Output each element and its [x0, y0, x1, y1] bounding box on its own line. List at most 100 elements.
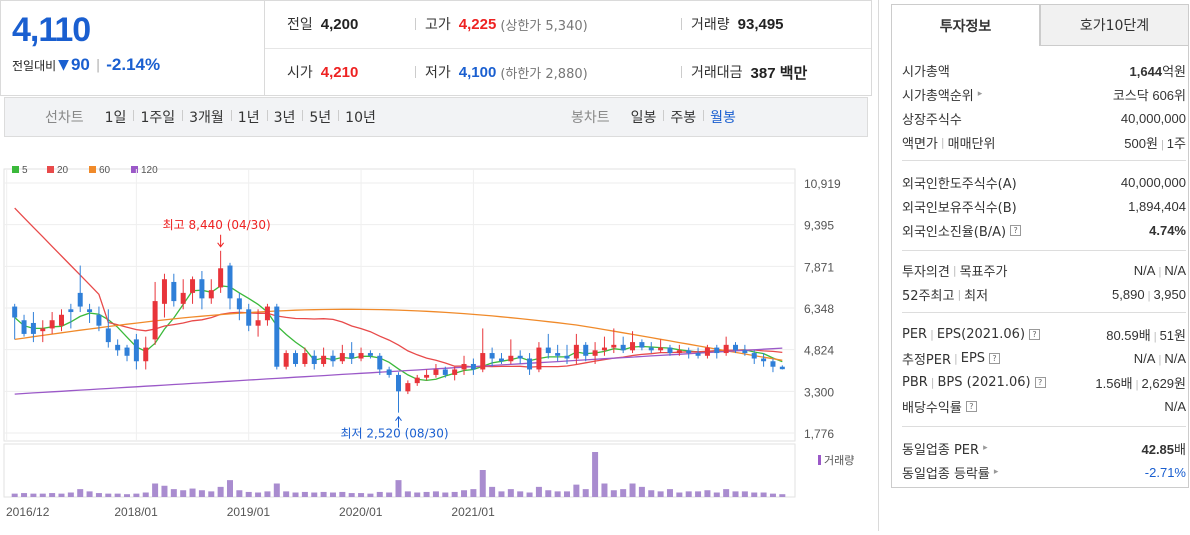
volume-bar — [255, 492, 262, 497]
volume-bar — [339, 491, 346, 497]
volume-bar — [358, 493, 365, 497]
volume-bar — [489, 486, 496, 497]
candle-body — [208, 290, 214, 299]
candle-body — [274, 306, 280, 367]
candle-body — [321, 355, 327, 364]
period-10y[interactable]: 10년 — [338, 107, 383, 127]
volume-bar — [226, 480, 233, 497]
volume-bar — [292, 492, 299, 497]
tab-orderbook[interactable]: 호가10단계 — [1040, 4, 1189, 46]
candle-monthly[interactable]: 월봉 — [703, 107, 743, 127]
x-tick-label: 2019/01 — [227, 505, 271, 519]
help-icon[interactable]: ? — [1034, 376, 1046, 388]
legend-label: 20 — [57, 165, 69, 176]
volume-bar — [161, 485, 168, 497]
volume-bar — [114, 493, 121, 497]
volume-bar — [376, 491, 383, 497]
volume-bar — [610, 490, 617, 497]
change-value: 90 — [70, 55, 90, 74]
volume-bar — [535, 486, 542, 497]
volume-bar — [189, 488, 196, 497]
period-5y[interactable]: 5년 — [302, 107, 338, 127]
volume-bar — [442, 492, 449, 497]
y-tick-label: 10,919 — [804, 177, 841, 191]
volume-bar — [170, 489, 177, 497]
section-market: 시가총액 1,644억원 시가총액순위 ▸ 코스닥 606위 상장주식수 40,000,… — [902, 58, 1186, 154]
candle-body — [396, 374, 401, 392]
divider — [902, 426, 1186, 427]
candle-body — [40, 328, 46, 332]
industry-rate-row[interactable]: 동일업종 등락률 ▸ -2.71% — [902, 464, 1186, 482]
volume-bar — [769, 493, 776, 497]
low-annotation: 최저 2,520 (08/30) — [341, 427, 449, 441]
period-1d[interactable]: 1일 — [104, 110, 127, 126]
candle-daily[interactable]: 일봉 — [630, 110, 657, 126]
candle-body — [227, 265, 233, 299]
candle-weekly[interactable]: 주봉 — [663, 107, 703, 127]
volume-bar — [236, 490, 243, 497]
candle-body — [77, 292, 83, 307]
candle-body — [686, 350, 692, 354]
volume-bar — [685, 491, 692, 497]
volume-bar — [273, 483, 280, 497]
candle-body — [695, 353, 701, 356]
volume-bar — [779, 494, 786, 497]
candle-body — [199, 279, 205, 299]
candle-body — [667, 347, 673, 354]
high-price: 고가 4,225 (상한가 5,340) — [415, 1, 588, 47]
industry-per-row[interactable]: 동일업종 PER ▸ 42.85배 — [902, 441, 1186, 458]
candle-chart-group: 봉차트 일봉 주봉 월봉 — [571, 98, 743, 136]
candle-chart-label: 봉차트 — [571, 110, 610, 126]
candle-body — [751, 353, 757, 359]
volume-bar — [732, 491, 739, 497]
low-price: 저가 4,100 (하한가 2,880) — [415, 49, 588, 95]
x-tick-label: 2020/01 — [339, 505, 383, 519]
help-icon[interactable]: ? — [989, 352, 1001, 364]
chevron-right-icon: ▸ — [983, 443, 988, 453]
volume-bar — [423, 491, 430, 497]
x-tick-label: 2021/01 — [451, 505, 495, 519]
period-1w[interactable]: 1주일 — [133, 107, 182, 127]
volume-bar — [142, 492, 149, 497]
volume-bar — [498, 491, 505, 497]
volume-bar — [695, 491, 702, 497]
market-cap-rank-row[interactable]: 시가총액순위 ▸ 코스닥 606위 — [902, 87, 1186, 104]
info-tabs: 투자정보 호가10단계 — [891, 4, 1189, 46]
help-icon[interactable]: ? — [1010, 224, 1022, 236]
high-arrow-icon — [217, 234, 225, 248]
volume-bar — [414, 492, 421, 497]
volume-bar — [676, 492, 683, 497]
candle-body — [498, 358, 504, 362]
foreign-limit-row: 외국인한도주식수(A) 40,000,000 — [902, 174, 1186, 192]
candle-body — [21, 320, 27, 334]
y-tick-label: 3,300 — [804, 385, 834, 399]
candle-body — [461, 363, 467, 370]
candle-body — [311, 355, 317, 364]
period-1y[interactable]: 1년 — [230, 107, 267, 127]
tab-invest-info[interactable]: 투자정보 — [891, 4, 1040, 46]
legend-swatch — [12, 166, 19, 173]
legend-swatch — [131, 166, 138, 173]
candle-body — [742, 350, 748, 354]
legend-label: 60 — [99, 165, 111, 176]
high-annotation: 최고 8,440 (04/30) — [163, 218, 271, 232]
volume-bar — [620, 489, 627, 497]
candle-body — [601, 347, 607, 351]
candle-body — [620, 344, 626, 351]
candle-body — [377, 355, 383, 370]
candle-body — [115, 344, 121, 351]
foreign-hold-row: 외국인보유주식수(B) 1,894,404 — [902, 198, 1186, 216]
x-tick-label: 2016/12 — [6, 505, 50, 519]
help-icon[interactable]: ? — [1029, 328, 1041, 340]
period-3m[interactable]: 3개월 — [182, 107, 231, 127]
help-icon[interactable]: ? — [965, 400, 977, 412]
legend-label: 5 — [22, 165, 28, 176]
candle-body — [480, 353, 486, 370]
volume: 거래량 93,495 — [681, 1, 784, 47]
change-label: 전일대비 — [12, 58, 57, 73]
period-3y[interactable]: 3년 — [266, 107, 303, 127]
listed-shares-row: 상장주식수 40,000,000 — [902, 110, 1186, 128]
candle-body — [442, 369, 448, 375]
ma-120-line — [14, 347, 783, 395]
chart-canvas: 10,919 9,395 7,871 6,348 4,824 3,300 1,776 5 20 6… — [3, 165, 854, 519]
